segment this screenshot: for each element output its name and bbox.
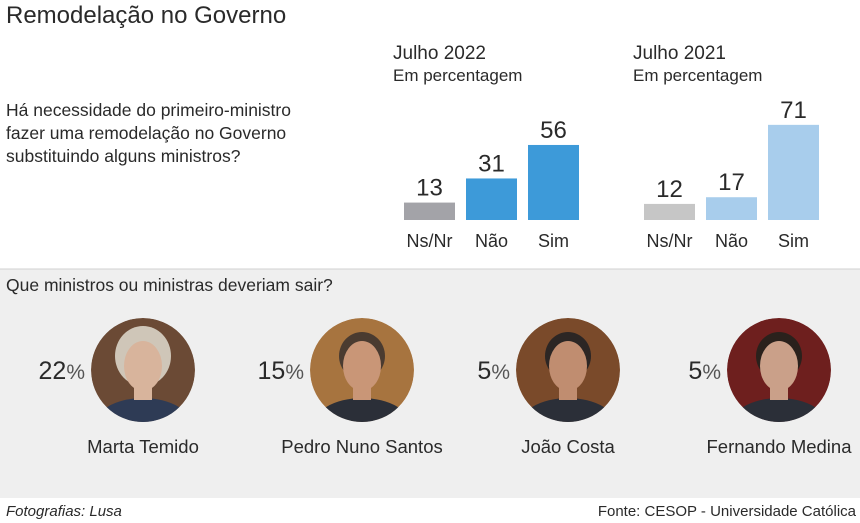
category-label: Não (715, 231, 748, 251)
minister-photo (310, 318, 414, 422)
chart-subtitle: Em percentagem (633, 66, 762, 85)
percent-label: 5% (688, 357, 721, 385)
photo-face (760, 341, 798, 391)
photo-face (549, 341, 587, 391)
value-label: 71 (780, 97, 807, 124)
photo-shoulders (518, 398, 618, 422)
value-label: 13 (416, 175, 443, 202)
bar (644, 203, 695, 220)
chart-title: Julho 2022 (393, 43, 486, 64)
value-label: 56 (540, 117, 567, 144)
question-line: fazer uma remodelação no Governo (6, 123, 286, 143)
photo-face (124, 341, 162, 391)
question-line: Há necessidade do primeiro-ministro (6, 100, 291, 120)
percent-value: 5 (477, 357, 491, 385)
photo-shoulders (729, 398, 829, 422)
category-label: Sim (778, 231, 809, 251)
percent-unit: % (66, 361, 85, 384)
minister-name: Fernando Medina (706, 436, 852, 457)
value-label: 12 (656, 176, 683, 203)
bar (528, 144, 579, 220)
percent-value: 15 (258, 357, 286, 385)
category-label: Sim (538, 231, 569, 251)
bar (768, 124, 819, 220)
page-title: Remodelação no Governo (6, 2, 286, 29)
value-label: 17 (718, 169, 745, 196)
minister-name: João Costa (521, 436, 615, 457)
photo-credit: Fotografias: Lusa (6, 503, 122, 520)
percent-value: 5 (688, 357, 702, 385)
category-label: Ns/Nr (407, 231, 453, 251)
percent-unit: % (285, 361, 304, 384)
value-label: 31 (478, 150, 505, 177)
chart-subtitle: Em percentagem (393, 66, 522, 85)
photo-shoulders (93, 398, 193, 422)
bar (404, 202, 455, 220)
percent-value: 22 (39, 357, 67, 385)
percent-label: 5% (477, 357, 510, 385)
percent-unit: % (702, 361, 721, 384)
bar (466, 178, 517, 220)
percent-label: 22% (39, 357, 86, 385)
minister-photo (727, 318, 831, 422)
photo-face (343, 341, 381, 391)
bar (706, 197, 757, 220)
photo-shoulders (312, 398, 412, 422)
minister-photo (91, 318, 195, 422)
minister-photo (516, 318, 620, 422)
category-label: Ns/Nr (647, 231, 693, 251)
percent-label: 15% (258, 357, 305, 385)
question-line: substituindo alguns ministros? (6, 146, 241, 166)
percent-unit: % (491, 361, 510, 384)
ministers-question: Que ministros ou ministras deveriam sair… (6, 275, 333, 295)
minister-name: Marta Temido (87, 436, 199, 457)
chart-title: Julho 2021 (633, 43, 726, 64)
minister-name: Pedro Nuno Santos (281, 436, 442, 457)
source: Fonte: CESOP - Universidade Católica (598, 503, 857, 520)
category-label: Não (475, 231, 508, 251)
